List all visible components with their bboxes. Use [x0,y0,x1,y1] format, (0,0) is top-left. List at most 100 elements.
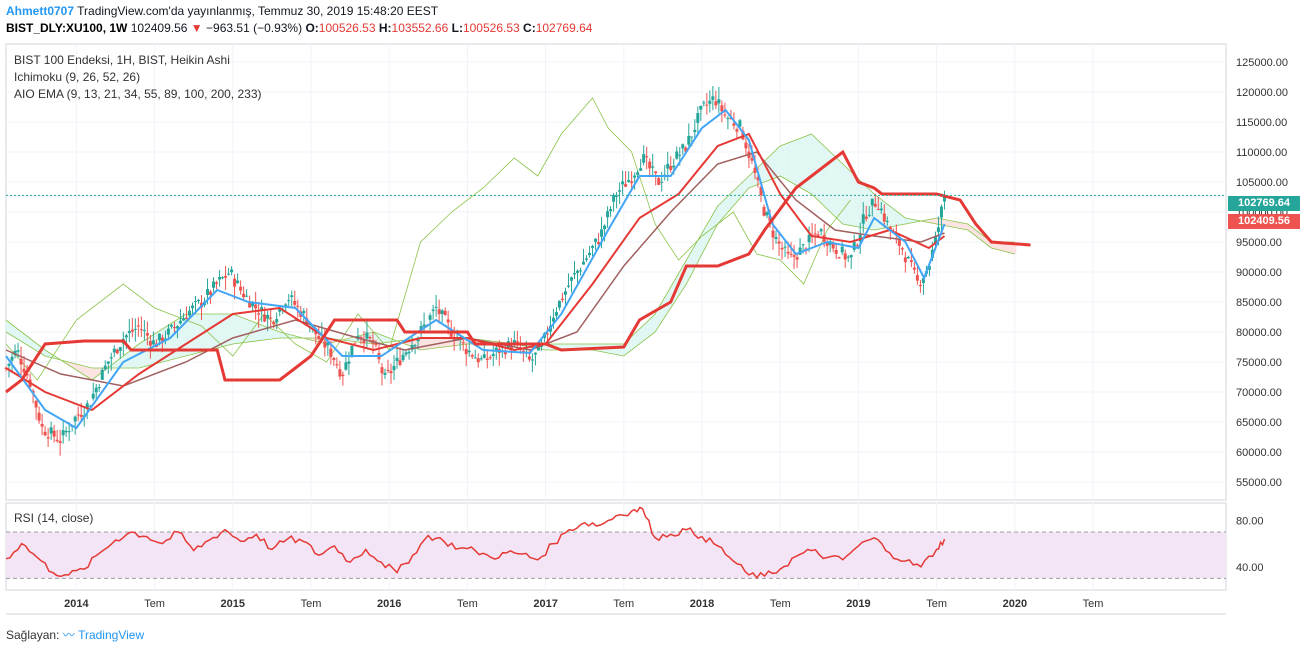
cloud-segment [838,159,842,223]
candle-body [708,100,712,104]
cloud-segment [822,144,826,208]
candle-body [248,301,252,308]
candle-body [624,184,628,187]
candle-body [40,423,44,427]
candle-body [335,364,339,366]
legend-main-series[interactable]: BIST 100 Endeksi, 1H, BIST, Heikin Ashi [14,53,230,67]
cloud-segment [224,314,229,346]
x-tick-label: Tem [770,598,791,610]
cloud-segment [15,327,19,340]
candle-body [404,352,408,355]
cloud-segment [34,341,38,352]
cloud-segment [956,221,961,229]
candle-body [888,226,892,232]
cloud-segment [725,195,729,215]
candle-body [720,105,724,112]
candle-body [699,105,703,110]
chikou-span [5,97,851,381]
author-link[interactable]: Ahmett0707 [6,4,75,18]
candle-body [269,317,273,319]
candle-body [909,260,913,263]
candle-body [455,338,459,340]
cloud-segment [637,327,642,346]
candle-body [218,276,222,280]
candle-body [521,350,525,352]
cloud-segment [209,314,213,350]
candle-body [446,319,450,323]
candle-body [401,354,405,361]
candle-body [175,326,179,329]
cloud-segment [935,218,939,225]
candle-body [190,305,194,309]
cloud-segment [709,214,713,239]
candle-body [473,357,477,359]
cloud-segment [228,314,232,346]
cloud-segment [856,177,860,228]
cloud-segment [428,338,432,349]
candle-body [933,236,937,245]
candle-body [37,412,41,421]
cloud-segment [381,335,385,343]
cloud-segment [841,162,845,225]
candle-body [395,357,399,361]
candle-body [109,357,113,359]
candle-body [527,356,531,360]
candle-body [867,214,871,216]
cloud-segment [906,218,911,224]
candle-body [870,198,874,206]
candle-body [621,181,625,185]
candle-body [118,347,122,351]
cloud-segment [947,220,951,227]
candle-body [293,300,297,305]
candle-body [801,244,805,246]
candle-body [789,253,793,255]
candle-body [100,369,104,380]
candle-body [612,194,616,202]
candle-body [61,430,65,436]
candle-body [136,325,140,327]
candle-body [25,373,29,376]
cloud-segment [703,224,707,251]
cloud-segment [788,141,792,183]
cloud-segment [891,207,895,227]
candle-body [660,181,664,183]
y-tick-label: 55000.00 [1236,477,1282,489]
candle-body [566,285,570,287]
cloud-segment [240,317,244,343]
candle-body [759,186,763,196]
candle-body [777,241,781,244]
candle-body [630,181,634,184]
candle-body [645,156,649,158]
cloud-segment [112,362,116,368]
candle-body [359,336,363,338]
candle-body [563,291,567,295]
legend-rsi[interactable]: RSI (14, close) [14,511,94,525]
cloud-segment [719,201,723,223]
candle-body [939,206,943,218]
candle-body [530,359,534,361]
legend-ema[interactable]: AIO EMA (9, 13, 21, 34, 55, 89, 100, 200… [14,87,262,101]
down-arrow-icon: ▼ [190,21,203,35]
candle-body [753,167,757,173]
y-tick-label: 80000.00 [1236,327,1282,339]
cloud-segment [221,314,225,347]
cloud-segment [434,338,438,349]
cloud-segment [12,324,16,338]
candle-body [353,342,357,344]
cloud-segment [734,186,738,205]
footer-brand-link[interactable]: TradingView [78,628,145,642]
candle-body [163,338,167,340]
candle-body [771,230,775,238]
legend-ichimoku[interactable]: Ichimoku (9, 26, 52, 26) [14,70,141,84]
candle-body [915,275,919,281]
candle-body [726,118,730,120]
candle-body [654,171,658,174]
symbol-label[interactable]: BIST_DLY:XU100, 1W [6,21,128,35]
cloud-segment [960,222,964,230]
candle-body [575,270,579,273]
candle-body [112,348,116,353]
candle-body [221,277,225,279]
candle-body [834,249,838,254]
cloud-segment [77,364,82,373]
